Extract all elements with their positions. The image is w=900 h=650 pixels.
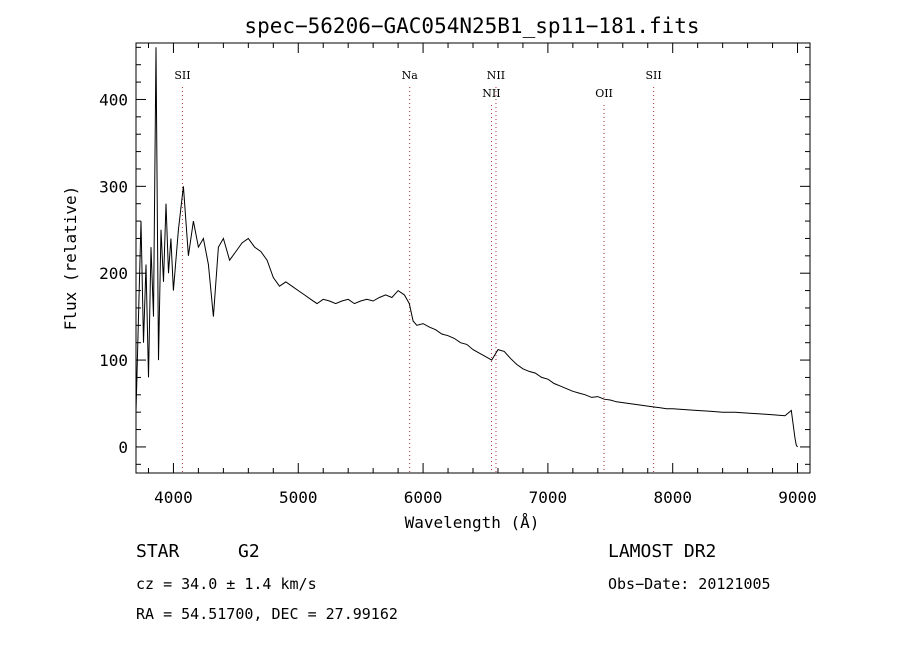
emission-lines: SII Na NII NII OII SII [174, 69, 662, 473]
x-tick-label: 5000 [279, 488, 318, 507]
survey-name: LAMOST DR2 [608, 541, 716, 562]
emission-line-label: Na [402, 69, 419, 82]
y-tick-label: 400 [99, 90, 128, 109]
object-type: STAR [136, 541, 180, 562]
plot-frame [135, 42, 811, 474]
chart-title: spec−56206−GAC054N25B1_sp11−181.fits [244, 14, 699, 38]
y-tick-label: 300 [99, 177, 128, 196]
y-tick-label: 200 [99, 264, 128, 283]
y-tick-label: 100 [99, 351, 128, 370]
x-axis-label: Wavelength (Å) [405, 513, 540, 532]
emission-line-label: SII [645, 69, 661, 82]
observation-date: Obs−Date: 20121005 [608, 575, 771, 593]
spectrum-line [135, 47, 798, 448]
y-tick-label: 0 [118, 438, 128, 457]
x-tick-label: 9000 [778, 488, 817, 507]
x-tick-label: 7000 [529, 488, 568, 507]
y-axis-label: Flux (relative) [61, 186, 80, 331]
x-tick-label: 6000 [404, 488, 443, 507]
coordinates: RA = 54.51700, DEC = 27.99162 [136, 605, 398, 623]
spectral-subclass: G2 [238, 541, 260, 562]
emission-line-label: NII [482, 87, 500, 100]
x-tick-label: 4000 [154, 488, 193, 507]
emission-line-label: SII [174, 69, 190, 82]
redshift-velocity: cz = 34.0 ± 1.4 km/s [136, 575, 317, 593]
emission-line-label: NII [487, 69, 505, 82]
x-tick-label: 8000 [653, 488, 692, 507]
axis-ticks: 4000 5000 6000 7000 8000 9000 0 100 200 300 400 [99, 43, 817, 507]
emission-line-label: OII [595, 87, 613, 100]
